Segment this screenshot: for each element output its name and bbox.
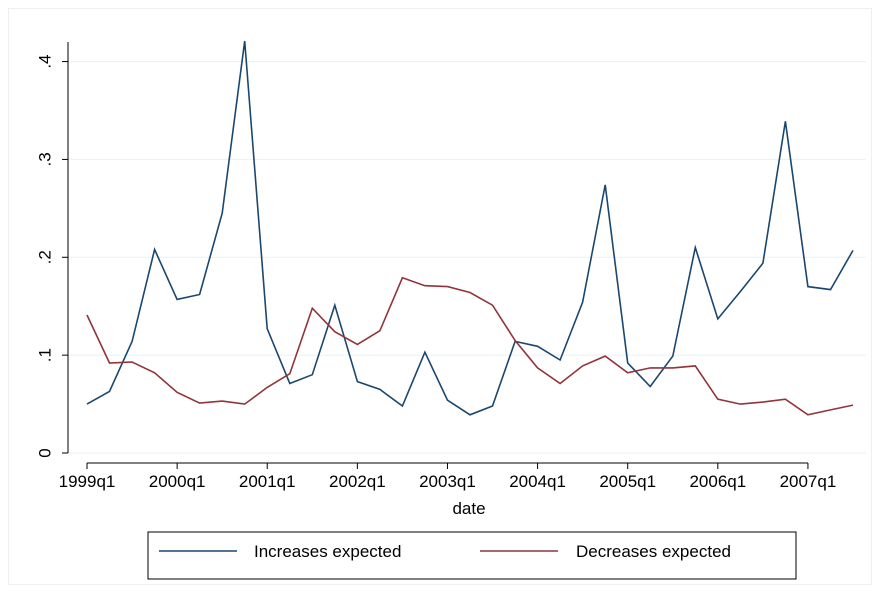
x-tick-label: 2000q1 — [149, 472, 206, 491]
x-tick-label: 2006q1 — [689, 472, 746, 491]
x-tick-label: 2007q1 — [780, 472, 837, 491]
plot-border — [8, 8, 872, 585]
x-tick-label: 2003q1 — [419, 472, 476, 491]
series-lines — [86, 40, 854, 416]
legend-label-increases: Increases expected — [254, 542, 401, 561]
y-axis-ticks: 0 .1 .2 .3 .4 — [35, 54, 68, 458]
y-tick-label: .2 — [35, 250, 54, 264]
gridlines — [68, 61, 866, 454]
legend: Increases expected Decreases expected — [147, 531, 797, 580]
y-tick-label: 0 — [35, 448, 54, 457]
x-tick-label: 2001q1 — [239, 472, 296, 491]
x-axis-title: date — [452, 499, 485, 518]
series-line-decreases — [86, 276, 854, 416]
legend-label-decreases: Decreases expected — [576, 542, 731, 561]
series-line-increases — [86, 40, 854, 416]
x-tick-label: 2005q1 — [599, 472, 656, 491]
y-tick-label: .3 — [35, 152, 54, 166]
x-tick-label: 2002q1 — [329, 472, 386, 491]
legend-box — [147, 531, 797, 580]
x-tick-label: 1999q1 — [59, 472, 116, 491]
x-axis-ticks: 1999q1 2000q1 2001q1 2002q1 2003q1 2004q1 2005… — [59, 463, 837, 491]
y-tick-label: .1 — [35, 348, 54, 362]
y-tick-label: .4 — [35, 54, 54, 68]
x-tick-label: 2004q1 — [509, 472, 566, 491]
